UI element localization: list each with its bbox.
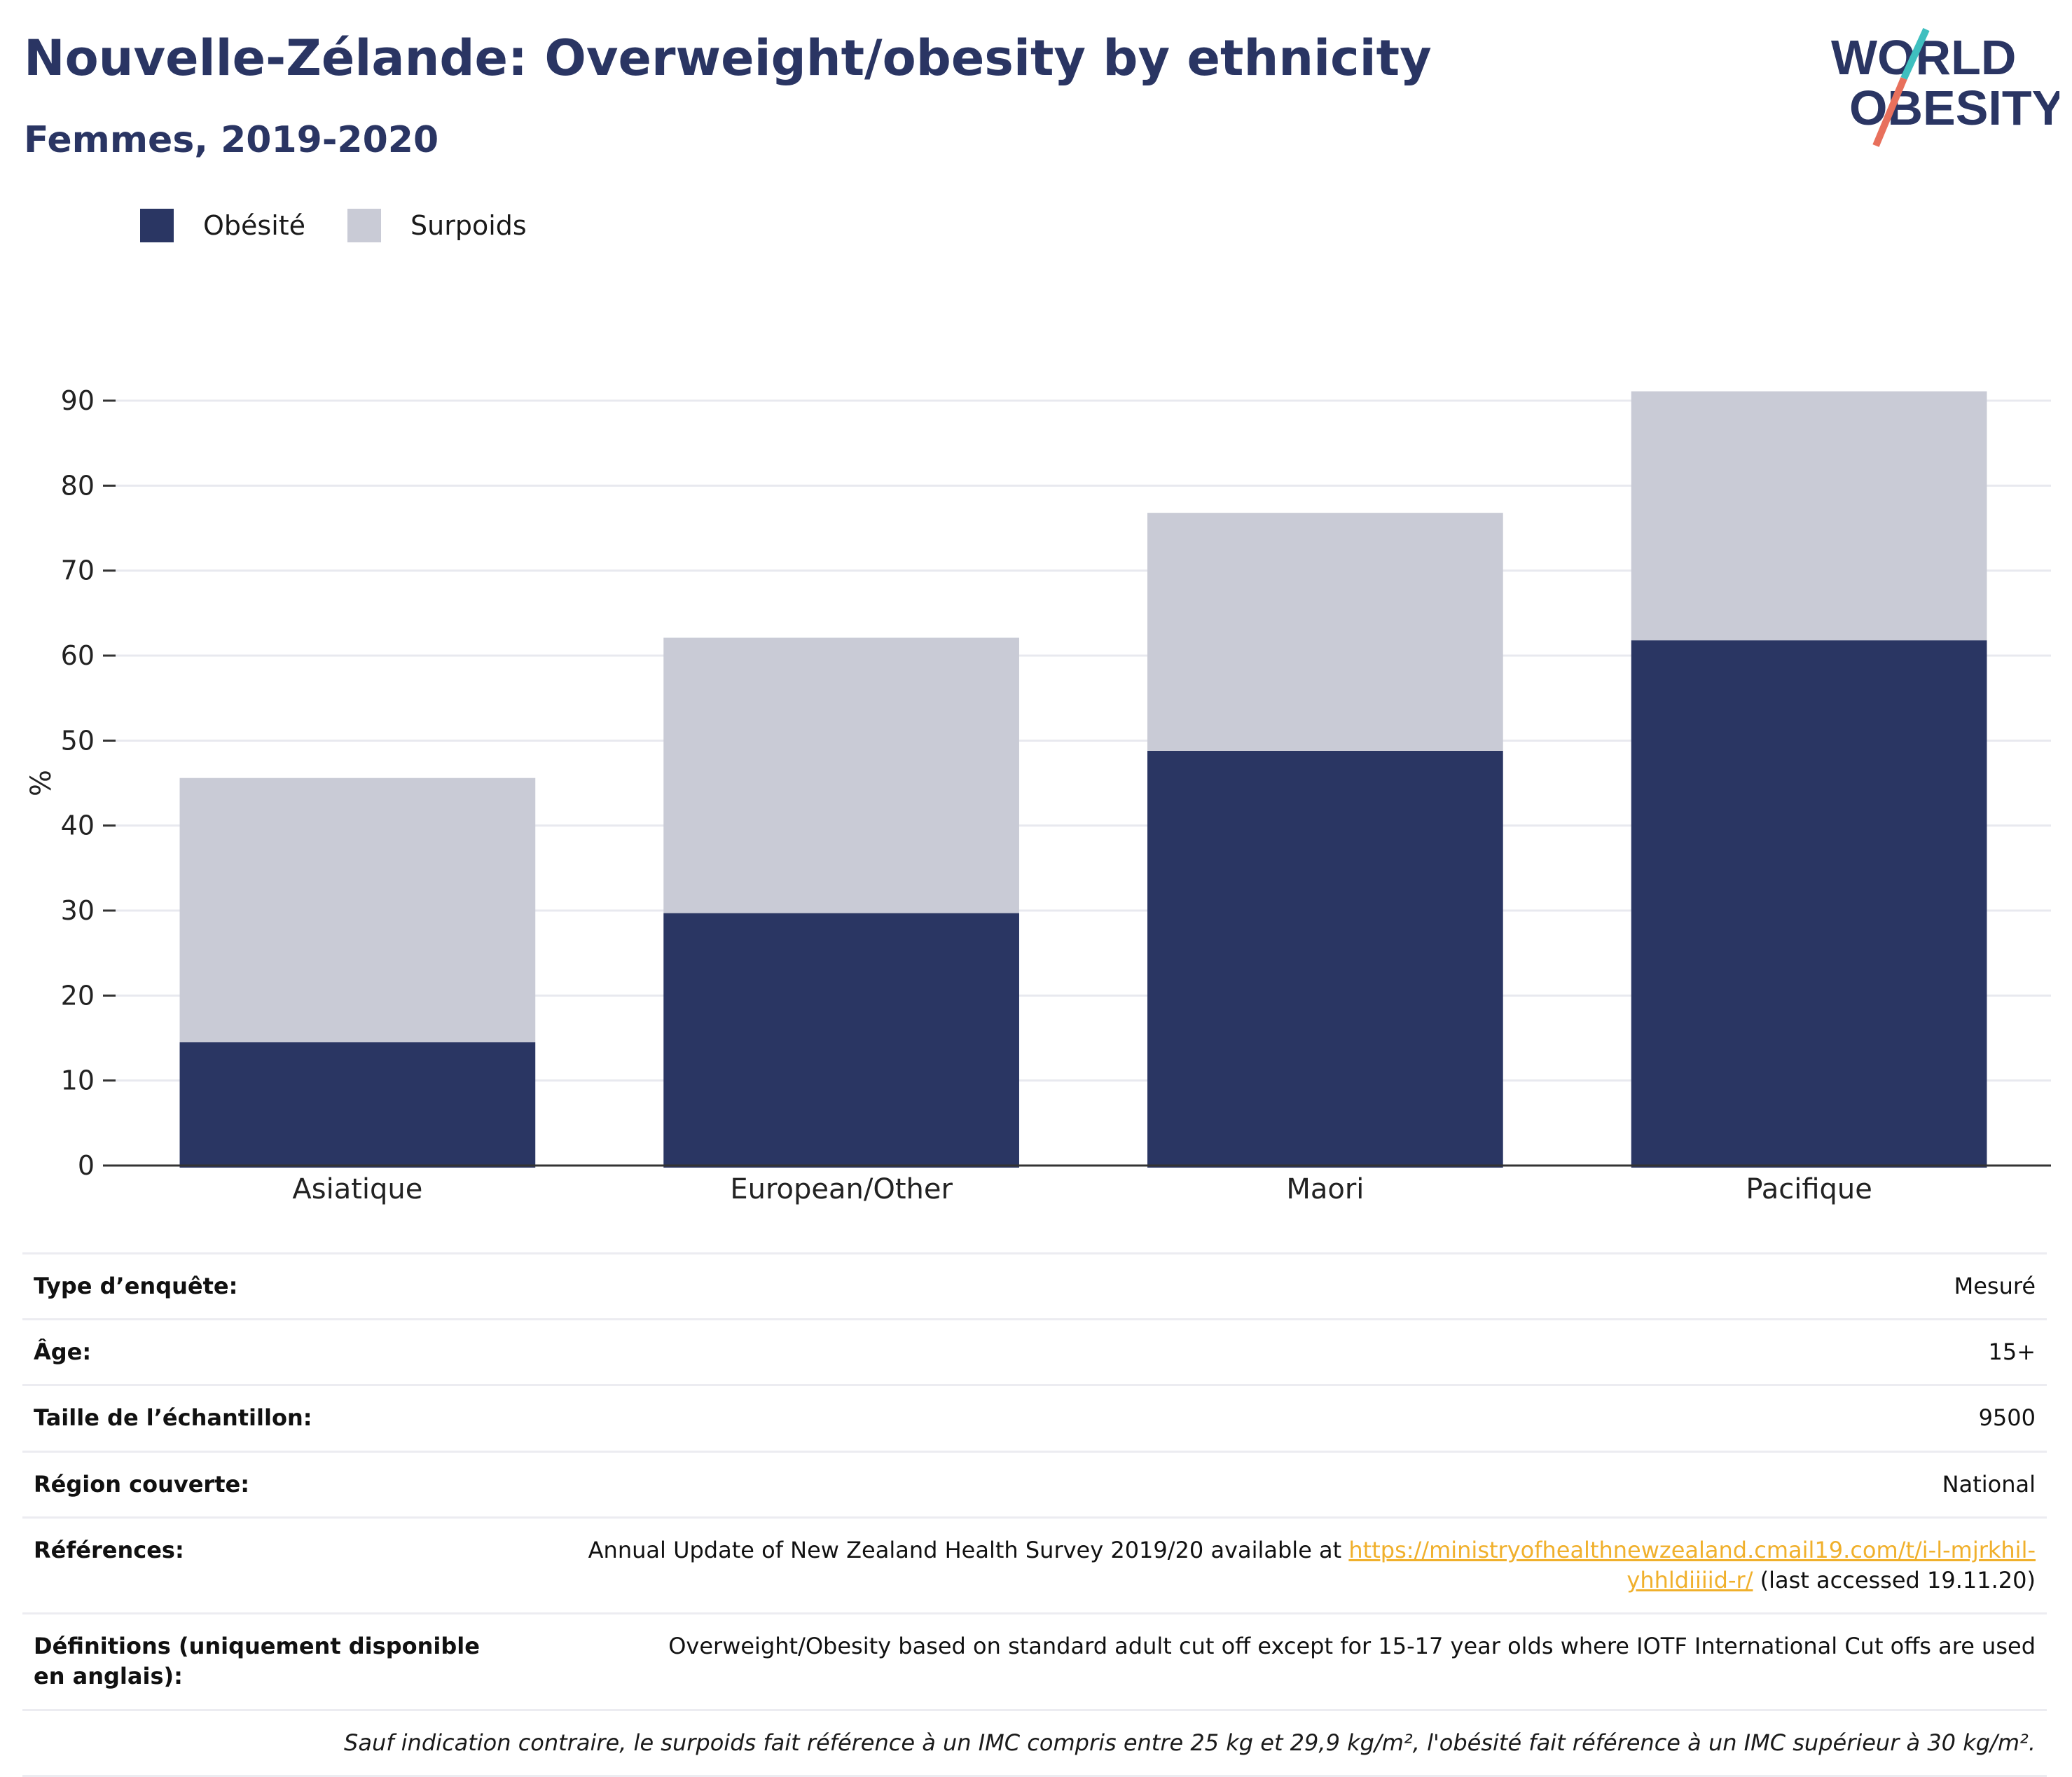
info-label-sample-size: Taille de l’échantillon:	[22, 1384, 521, 1452]
legend-item-obesity[interactable]: Obésité	[140, 209, 305, 242]
info-row-note: Sauf indication contraire, le surpoids f…	[22, 1708, 2047, 1777]
y-tick-label: 30	[61, 895, 95, 926]
y-tick-label: 20	[61, 980, 95, 1011]
info-row-sample-size: Taille de l’échantillon: 9500	[22, 1384, 2047, 1452]
survey-info-table: Type d’enquête: Mesuré Âge: 15+ Taille d…	[22, 1252, 2047, 1777]
x-tick-label: Maori	[1286, 1173, 1364, 1205]
y-axis-label: %	[25, 770, 57, 796]
bar-overweight	[1631, 391, 1987, 641]
x-tick-label: Asiatique	[292, 1173, 422, 1205]
legend-swatch-obesity	[140, 209, 174, 242]
y-tick-label: 40	[61, 810, 95, 841]
x-tick-label: European/Other	[730, 1173, 953, 1205]
info-row-survey-type: Type d’enquête: Mesuré	[22, 1252, 2047, 1320]
y-tick-label: 80	[61, 470, 95, 501]
bar-overweight	[663, 637, 1019, 913]
info-label-definitions: Définitions (uniquement disponible en an…	[22, 1612, 521, 1710]
bar-obesity	[1147, 750, 1503, 1168]
info-label-age: Âge:	[22, 1318, 521, 1385]
y-tick-label: 60	[61, 640, 95, 671]
chart-legend: Obésité Surpoids	[140, 209, 569, 242]
stacked-bar-chart: 0 10 20 30 40 50 60 70 80 90% Asiatique European/Ot…	[25, 385, 2051, 1205]
info-value-survey-type: Mesuré	[521, 1252, 2047, 1320]
info-value-region: National	[521, 1450, 2047, 1518]
y-tick-label: 70	[61, 555, 95, 586]
info-row-age: Âge: 15+	[22, 1318, 2047, 1385]
bar-overweight	[179, 777, 536, 1043]
info-value-definitions: Overweight/Obesity based on standard adu…	[521, 1612, 2047, 1710]
info-value-sample-size: 9500	[521, 1384, 2047, 1452]
logo-slash-coral	[1872, 77, 1907, 147]
legend-item-overweight[interactable]: Surpoids	[347, 209, 527, 242]
info-label-references: Références:	[22, 1516, 521, 1614]
reference-text: Annual Update of New Zealand Health Surv…	[588, 1536, 1349, 1563]
y-tick-label: 10	[61, 1065, 95, 1096]
reference-accessed: (last accessed 19.11.20)	[1753, 1566, 2036, 1593]
info-row-region: Région couverte: National	[22, 1450, 2047, 1518]
info-row-definitions: Définitions (uniquement disponible en an…	[22, 1612, 2047, 1710]
bar-overweight	[1147, 513, 1503, 751]
bar-obesity	[663, 913, 1019, 1168]
chart-title: Nouvelle-Zélande: Overweight/obesity by …	[24, 29, 1432, 87]
bar-obesity	[1631, 640, 1987, 1168]
logo-slash-teal	[1900, 28, 1930, 81]
bar-obesity	[179, 1042, 536, 1168]
info-value-references: Annual Update of New Zealand Health Surv…	[521, 1516, 2047, 1614]
legend-label-obesity: Obésité	[203, 210, 306, 241]
world-obesity-logo: WORLD OBESITY	[1831, 28, 2059, 147]
y-tick-label: 50	[61, 725, 95, 756]
chart-subtitle: Femmes, 2019-2020	[24, 119, 439, 161]
reference-link[interactable]: https://ministryofhealthnewzealand.cmail…	[1348, 1536, 2036, 1593]
info-value-age: 15+	[521, 1318, 2047, 1385]
info-row-references: Références: Annual Update of New Zealand…	[22, 1516, 2047, 1614]
legend-label-overweight: Surpoids	[410, 210, 527, 241]
bmi-note: Sauf indication contraire, le surpoids f…	[22, 1708, 2047, 1777]
y-tick-label: 0	[78, 1150, 95, 1181]
info-label-region: Région couverte:	[22, 1450, 521, 1518]
legend-swatch-overweight	[347, 209, 382, 242]
y-tick-label: 90	[61, 385, 95, 416]
info-label-survey-type: Type d’enquête:	[22, 1252, 521, 1320]
x-tick-label: Pacifique	[1746, 1173, 1872, 1205]
